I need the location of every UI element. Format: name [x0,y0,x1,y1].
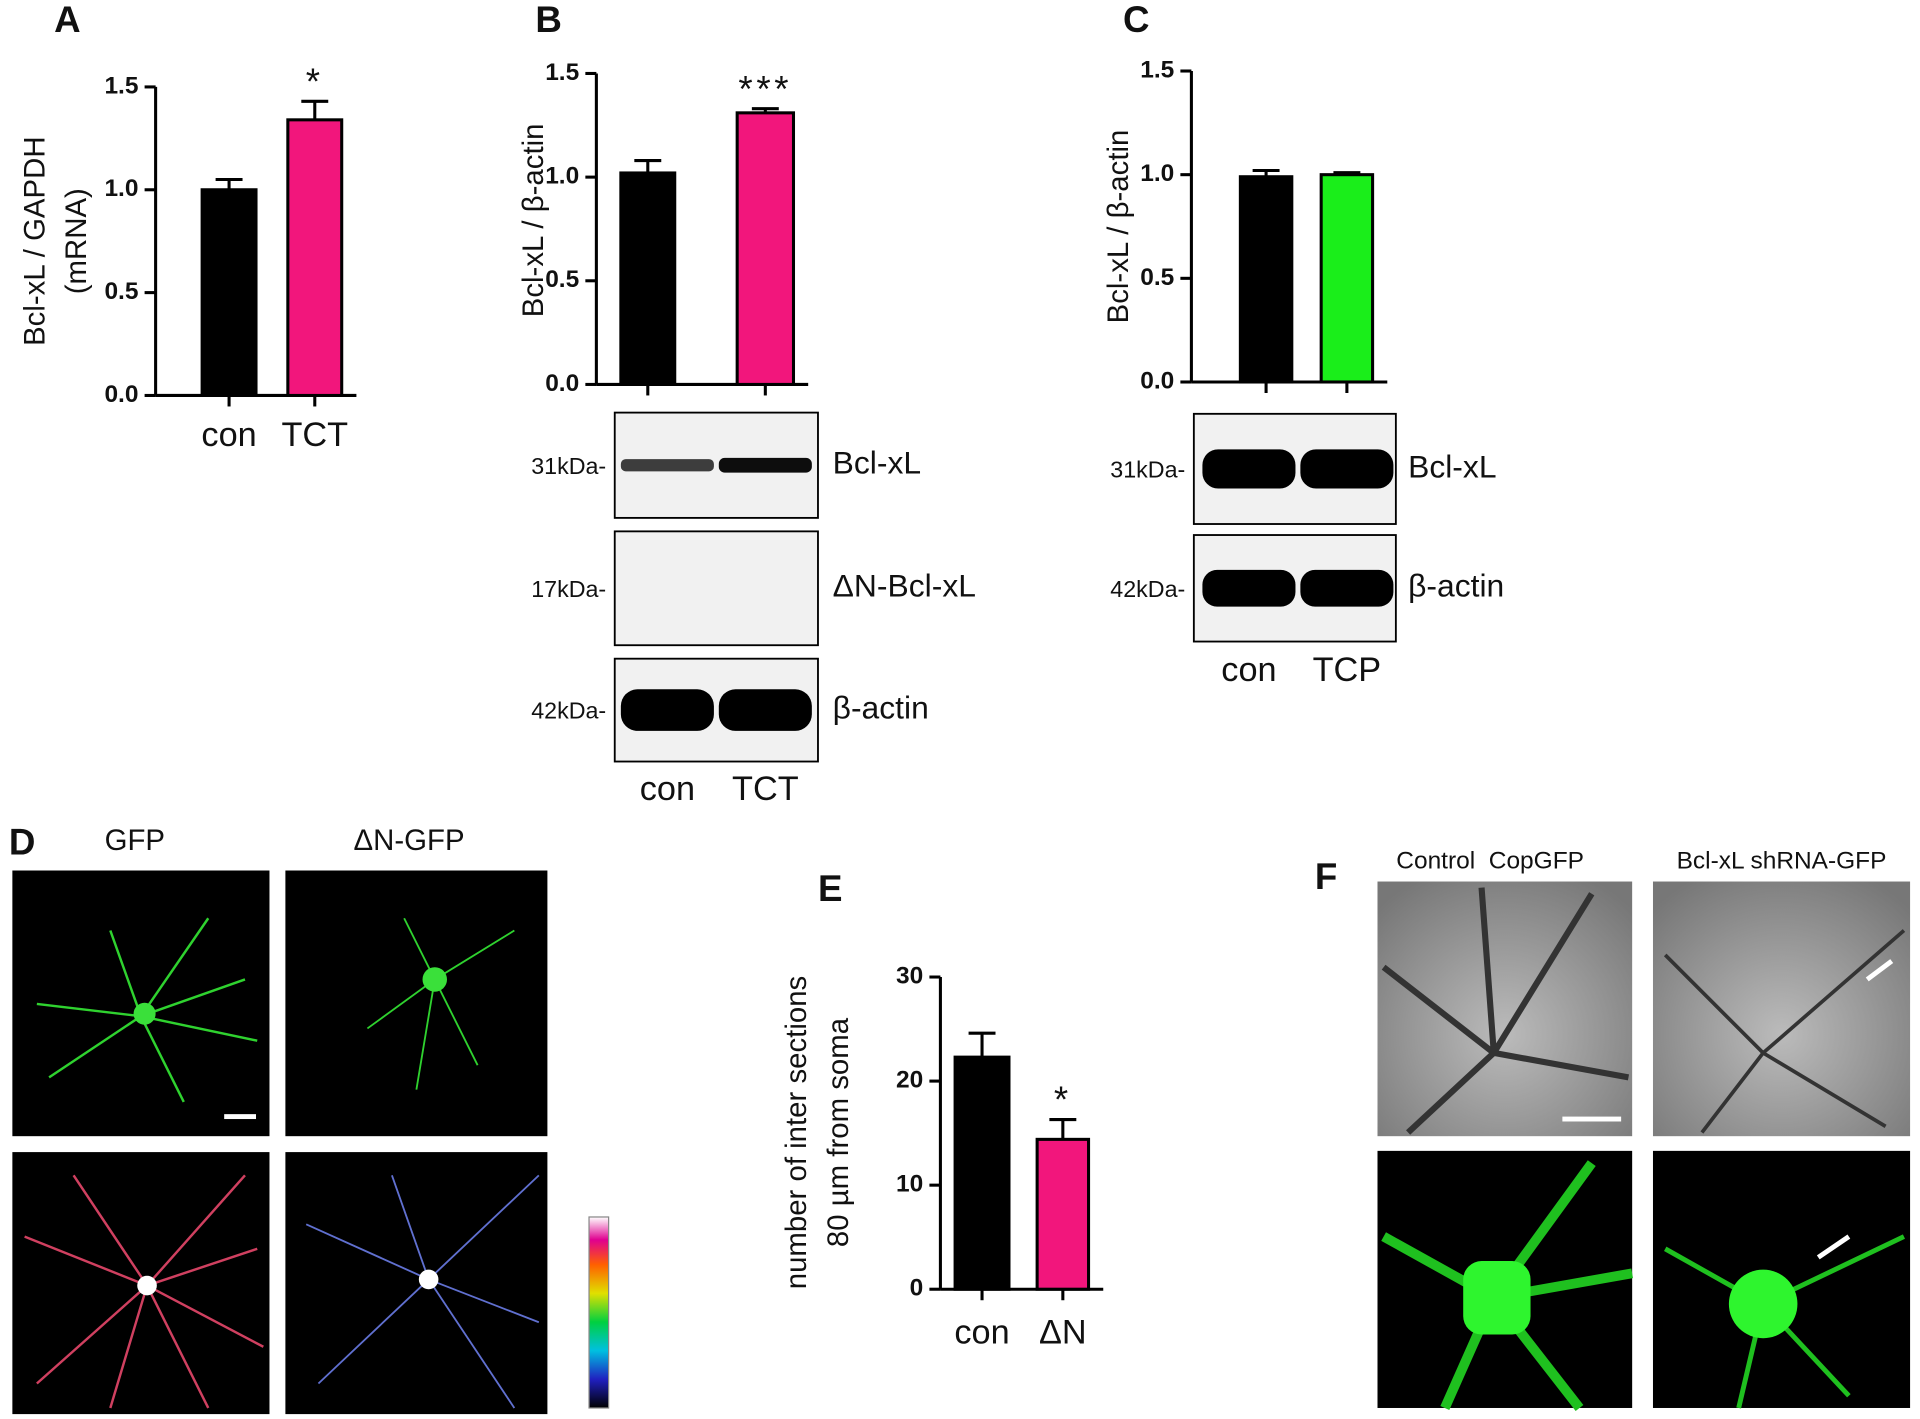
bar [953,1055,1011,1291]
blot-protein-label: ΔN-Bcl-xL [833,568,976,604]
blot-size-label: 42kDa- [1110,576,1185,602]
bar [200,188,258,397]
y-tick-label: 1.5 [1140,56,1174,83]
blot-protein-label: Bcl-xL [1408,448,1496,484]
x-tick-label: con [954,1314,1009,1352]
blot-band [620,459,714,472]
y-tick-label: 10 [896,1171,923,1198]
image-label: ΔN-GFP [354,824,465,857]
blot-protein-label: Bcl-xL [833,445,921,481]
y-tick-label: 0.5 [104,278,138,305]
blot-band [1300,569,1394,607]
y-axis-label: Bcl-xL / GAPDH [19,136,52,345]
y-tick-label: 1.0 [545,163,579,190]
panel-letter: E [818,868,843,909]
x-tick-label: TCP [1313,651,1382,689]
blot-protein-label: β-actin [1408,568,1504,604]
blot-band [1202,449,1296,489]
significance-mark: * [306,61,324,102]
image-label: GFP [105,824,165,857]
bar [1238,175,1294,384]
blot-size-label: 31kDa- [1110,457,1185,483]
panel-letter: C [1123,0,1150,40]
blot-band [1202,569,1296,607]
blot-band [718,689,812,731]
y-tick-label: 1.5 [545,59,579,86]
bar [735,111,796,386]
x-tick-label: con [640,770,695,808]
image-label: Control CopGFP [1396,847,1584,874]
panel-letter: D [9,821,36,862]
bar [286,118,344,397]
x-tick-label: con [1221,651,1276,689]
y-tick-label: 30 [896,962,923,989]
y-tick-label: 20 [896,1067,923,1094]
bar [619,171,677,386]
bar [1319,173,1375,384]
y-tick-label: 0.5 [1140,264,1174,291]
y-tick-label: 1.0 [104,175,138,202]
blot-box [613,530,819,647]
y-tick-label: 0.5 [545,266,579,293]
blot-protein-label: β-actin [833,690,929,726]
bar [1035,1137,1091,1291]
blot-size-label: 42kDa- [531,698,606,724]
y-axis-label: number of inter sections [780,976,813,1290]
y-axis-label: Bcl-xL / β-actin [517,124,550,318]
y-tick-label: 0.0 [104,381,138,408]
panel-letter: B [535,0,562,40]
blot-band [718,457,812,473]
panel-letter: F [1315,856,1337,897]
blot-band [1300,449,1394,489]
significance-mark: *** [738,68,792,109]
y-axis-label: Bcl-xL / β-actin [1102,130,1135,324]
y-tick-label: 1.5 [104,72,138,99]
panel-letter: A [54,0,81,40]
blot-size-label: 17kDa- [531,576,606,602]
y-tick-label: 0.0 [545,370,579,397]
x-tick-label: TCT [732,770,799,808]
blot-band [620,689,714,731]
y-axis-label: 80 µm from soma [822,1017,855,1247]
y-tick-label: 1.0 [1140,160,1174,187]
micrograph-f [1377,881,1911,1411]
y-tick-label: 0 [910,1275,924,1302]
image-label: Bcl-xL shRNA-GFP [1677,847,1887,874]
x-tick-label: TCT [281,416,348,454]
significance-mark: * [1054,1079,1072,1120]
blot-size-label: 31kDa- [531,453,606,479]
y-axis-label: (mRNA) [60,188,93,294]
x-tick-label: ΔN [1039,1314,1087,1352]
micrograph-d [12,870,610,1415]
y-tick-label: 0.0 [1140,367,1174,394]
x-tick-label: con [201,416,256,454]
